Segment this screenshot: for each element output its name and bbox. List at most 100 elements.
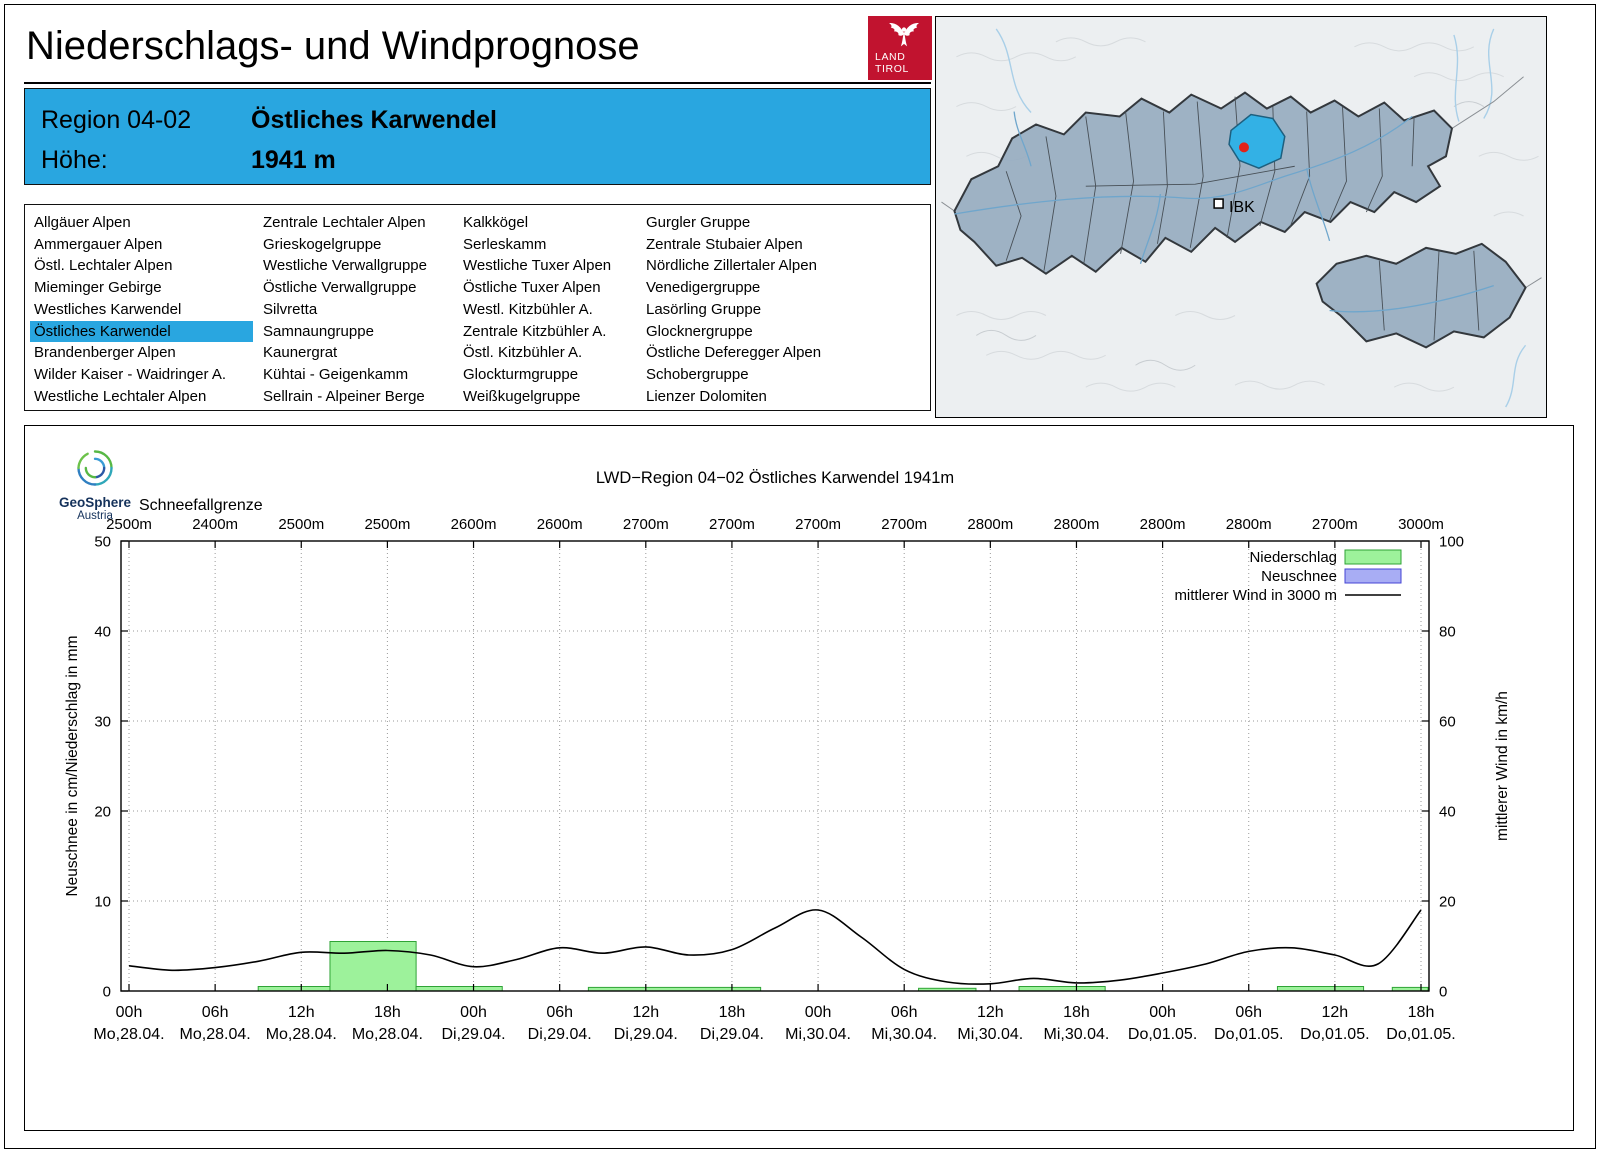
x-tick-hour: 00h xyxy=(1149,1004,1176,1021)
region-list-item[interactable]: Zentrale Lechtaler Alpen xyxy=(263,214,426,231)
snowline-value: 2500m xyxy=(278,516,324,533)
region-list-item[interactable]: Östliche Deferegger Alpen xyxy=(646,344,822,362)
region-list-item[interactable]: Silvretta xyxy=(263,300,318,318)
legend-swatch xyxy=(1344,549,1402,565)
y-axis-tick-label: 10 xyxy=(94,894,111,911)
region-list-item[interactable]: Brandenberger Alpen xyxy=(34,344,176,362)
region-list-item[interactable]: Westliche Tuxer Alpen xyxy=(463,257,612,275)
region-list-item[interactable]: Östliche Verwallgruppe xyxy=(263,279,417,297)
snowline-value: 2700m xyxy=(795,516,841,533)
y2-axis-tick-label: 60 xyxy=(1439,714,1456,731)
x-tick-hour: 06h xyxy=(546,1004,573,1021)
y-axis-title: Neuschnee in cm/Niederschlag in mm xyxy=(64,635,81,896)
y2-axis-tick-label: 100 xyxy=(1439,534,1464,551)
river-lines xyxy=(954,111,1494,313)
x-tick-date: Mo,28.04. xyxy=(93,1026,164,1043)
region-list-item[interactable]: Westl. Kitzbühler A. xyxy=(463,300,593,318)
region-list-item[interactable]: Venedigergruppe xyxy=(646,279,761,297)
tirol-map[interactable]: IBK xyxy=(935,16,1547,418)
region-list-item[interactable]: Glocknergruppe xyxy=(646,322,753,340)
region-list-item[interactable]: Schobergruppe xyxy=(646,365,749,383)
legend-label: Niederschlag xyxy=(1249,549,1337,566)
snowline-value: 2700m xyxy=(1312,516,1358,533)
x-tick-hour: 12h xyxy=(288,1004,315,1021)
page-title: Niederschlags- und Windprognose xyxy=(26,24,640,68)
snowline-value: 2600m xyxy=(537,516,583,533)
tirol-map-svg: IBK xyxy=(936,17,1544,415)
y-axis-tick-label: 50 xyxy=(94,534,111,551)
region-list-item[interactable]: Weißkugelgruppe xyxy=(463,387,581,405)
snowline-value: 2800m xyxy=(1140,516,1186,533)
x-tick-hour: 18h xyxy=(1063,1004,1090,1021)
region-name: Östliches Karwendel xyxy=(251,105,497,134)
y2-axis-tick-label: 20 xyxy=(1439,894,1456,911)
x-tick-hour: 18h xyxy=(1408,1004,1435,1021)
region-list-item[interactable]: Mieminger Gebirge xyxy=(34,279,162,297)
region-list-item[interactable]: Allgäuer Alpen xyxy=(34,214,131,231)
region-list-item[interactable]: Grieskogelgruppe xyxy=(263,235,382,253)
region-list-column: Zentrale Lechtaler Alpen Grieskogelgruppe… xyxy=(259,212,431,407)
x-tick-hour: 12h xyxy=(1322,1004,1349,1021)
snowline-value: 2800m xyxy=(967,516,1013,533)
map-region-east-tyrol[interactable] xyxy=(1315,242,1527,349)
x-tick-hour: 00h xyxy=(805,1004,832,1021)
region-list-item[interactable]: Wilder Kaiser - Waidringer A. xyxy=(34,365,226,383)
region-list-item[interactable]: Zentrale Kitzbühler A. xyxy=(463,322,607,340)
region-list-item[interactable]: Östl. Kitzbühler A. xyxy=(463,344,583,362)
y-axis-tick-label: 0 xyxy=(103,984,111,1001)
x-tick-hour: 12h xyxy=(977,1004,1004,1021)
region-list-item[interactable]: Kühtai - Geigenkamm xyxy=(263,365,409,383)
x-tick-date: Do,01.05. xyxy=(1300,1026,1369,1043)
snowline-value: 2800m xyxy=(1054,516,1100,533)
region-list-column: Kalkkögel Serleskamm Westliche Tuxer Alpen… xyxy=(459,212,615,407)
region-list-item[interactable]: Gurgler Gruppe xyxy=(646,214,751,231)
region-list-item[interactable]: Westliche Lechtaler Alpen xyxy=(34,387,207,405)
x-tick-hour: 06h xyxy=(891,1004,918,1021)
x-tick-hour: 00h xyxy=(116,1004,143,1021)
region-list-item[interactable]: Zentrale Stubaier Alpen xyxy=(646,235,803,253)
x-tick-hour: 06h xyxy=(1235,1004,1262,1021)
x-tick-hour: 18h xyxy=(719,1004,746,1021)
region-list-item-selected[interactable]: Östliches Karwendel xyxy=(30,320,253,343)
snowline-value: 2400m xyxy=(192,516,238,533)
forecast-chart-panel: GeoSphere Austria 00h Mo,28.04. 2500m 06h Mo… xyxy=(24,425,1574,1131)
region-list-item[interactable]: Kalkkögel xyxy=(463,214,529,231)
x-tick-hour: 18h xyxy=(374,1004,401,1021)
x-tick-date: Do,01.05. xyxy=(1128,1026,1197,1043)
region-list-item[interactable]: Lasörling Gruppe xyxy=(646,300,762,318)
y-axis-tick-label: 30 xyxy=(94,714,111,731)
region-list-item[interactable]: Glockturmgruppe xyxy=(463,365,579,383)
region-list-item[interactable]: Serleskamm xyxy=(463,235,547,253)
snowline-value: 2700m xyxy=(623,516,669,533)
region-list-item[interactable]: Sellrain - Alpeiner Berge xyxy=(263,387,425,405)
x-tick-hour: 06h xyxy=(202,1004,229,1021)
region-list-item[interactable]: Westliches Karwendel xyxy=(34,300,182,318)
snowline-label: Schneefallgrenze xyxy=(139,497,263,514)
map-selected-region[interactable] xyxy=(1228,113,1286,170)
precipitation-bar xyxy=(329,941,417,992)
elevation-value: 1941 m xyxy=(251,145,336,174)
map-relief-lines-dark xyxy=(976,101,1485,371)
x-tick-date: Di,29.04. xyxy=(528,1026,592,1043)
y2-axis-tick-label: 40 xyxy=(1439,804,1456,821)
region-list-item[interactable]: Lienzer Dolomiten xyxy=(646,387,767,405)
map-region-boundaries xyxy=(1005,96,1480,341)
region-list-item[interactable]: Nördliche Zillertaler Alpen xyxy=(646,257,817,275)
region-list-item[interactable]: Östliche Tuxer Alpen xyxy=(463,279,601,297)
region-list-item[interactable]: Östl. Lechtaler Alpen xyxy=(34,257,173,275)
geosphere-sub: Austria xyxy=(77,510,113,522)
region-list-item[interactable]: Westliche Verwallgruppe xyxy=(263,257,427,275)
region-list-item[interactable]: Kaunergrat xyxy=(263,344,338,362)
geosphere-name: GeoSphere xyxy=(58,495,132,510)
x-tick-date: Do,01.05. xyxy=(1386,1026,1455,1043)
y2-axis-title: mittlerer Wind in km/h xyxy=(1494,691,1511,841)
x-tick-date: Mi,30.04. xyxy=(957,1026,1023,1043)
region-list-item[interactable]: Samnaungruppe xyxy=(263,322,374,340)
geosphere-spiral-icon xyxy=(77,450,113,486)
x-tick-hour: 12h xyxy=(632,1004,659,1021)
region-info-box: Region 04-02 Östliches Karwendel Höhe: 1… xyxy=(24,88,931,185)
y2-axis-tick-label: 80 xyxy=(1439,624,1456,641)
region-list-item[interactable]: Ammergauer Alpen xyxy=(34,235,163,253)
chart-title: LWD−Region 04−02 Östliches Karwendel 194… xyxy=(596,469,954,487)
geosphere-logo: GeoSphere Austria xyxy=(51,446,139,523)
